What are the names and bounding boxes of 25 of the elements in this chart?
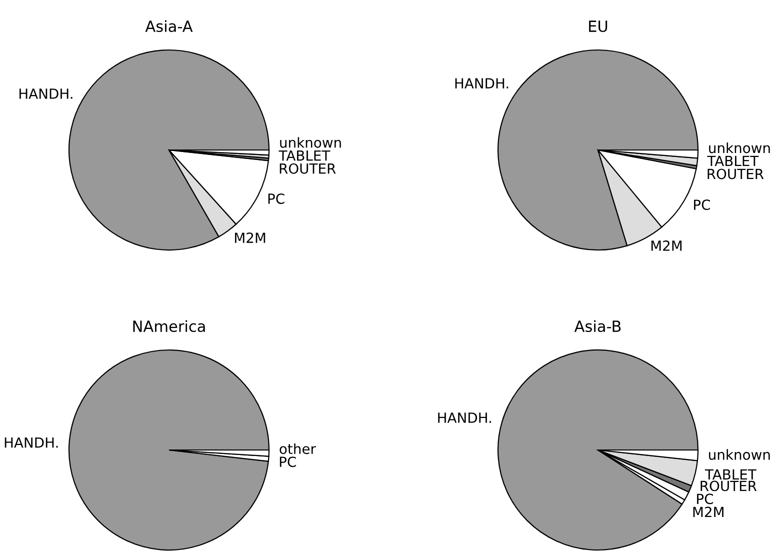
slice-label: unknown [709, 142, 770, 154]
chart-title: Asia-B [574, 320, 621, 332]
slice-label: PC [694, 200, 710, 210]
slice-label: unknown [709, 449, 770, 460]
chart-title: Asia-A [145, 20, 193, 32]
slice-label: TABLET [707, 156, 759, 166]
slice-label: M2M [651, 240, 682, 251]
slice-label: TABLET [704, 469, 756, 480]
slice-label: ROUTER [700, 480, 757, 492]
slice-label: PC [268, 193, 284, 204]
slice-label: ROUTER [280, 163, 336, 174]
slice-label: ROUTER [708, 168, 764, 180]
slice-label: unknown [280, 137, 341, 148]
slice-label: M2M [235, 232, 266, 243]
slice-label: M2M [693, 506, 724, 517]
chart-title: EU [589, 20, 608, 32]
slice-label: HANDH. [4, 437, 58, 448]
chart-title: NAmerica [133, 320, 205, 332]
slice-label: HANDH. [438, 412, 491, 423]
slice-label: TABLET [278, 150, 330, 161]
slice-label: PC [280, 456, 296, 468]
slice-label: HANDH. [20, 88, 72, 99]
slice-label: PC [697, 494, 714, 504]
slice-label: other [280, 443, 316, 454]
slice-label: HANDH. [455, 78, 508, 88]
